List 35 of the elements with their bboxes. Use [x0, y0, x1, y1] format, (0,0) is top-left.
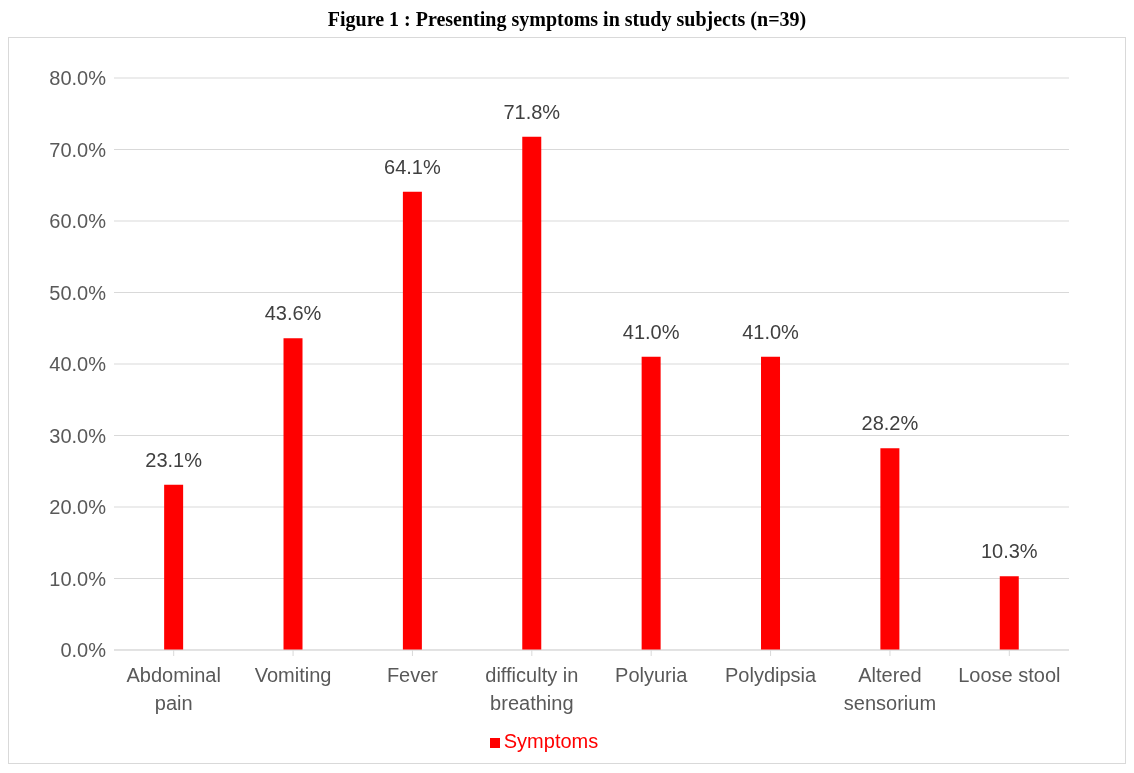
- y-tick-label: 0.0%: [60, 639, 107, 662]
- y-tick-label: 60.0%: [49, 210, 107, 233]
- x-tick-label: Polydipsia: [724, 664, 818, 686]
- x-tick-label: Loose stool: [958, 664, 1061, 686]
- x-tick-label: Abdominal pain: [126, 664, 221, 714]
- y-tick-label: 20.0%: [49, 496, 107, 519]
- bar: [880, 448, 900, 650]
- bar: [641, 356, 661, 650]
- x-tick-label: Fever: [386, 664, 439, 686]
- data-label: 71.8%: [503, 100, 561, 123]
- y-tick-label: 40.0%: [49, 353, 107, 376]
- data-label: 41.0%: [622, 320, 680, 343]
- data-label: 41.0%: [742, 320, 800, 343]
- data-label: 64.1%: [384, 155, 441, 178]
- x-tick-label: Altered sensorium: [843, 664, 937, 714]
- y-tick-label: 80.0%: [49, 67, 107, 90]
- bar: [999, 576, 1019, 650]
- x-tick-label: difficulty in breathing: [485, 664, 579, 714]
- y-tick-label: 30.0%: [49, 424, 107, 447]
- data-label: 28.2%: [861, 412, 919, 435]
- x-tick-label: Polyuria: [615, 664, 689, 686]
- bar: [283, 338, 303, 650]
- y-tick-label: 70.0%: [49, 138, 107, 161]
- x-tick-label: Vomiting: [254, 664, 332, 686]
- bar: [761, 356, 781, 650]
- data-label: 43.6%: [264, 302, 322, 325]
- y-tick-label: 50.0%: [49, 281, 107, 304]
- bar: [402, 191, 422, 650]
- bar: [522, 136, 542, 650]
- y-tick-label: 10.0%: [49, 567, 107, 590]
- legend-label: Symptoms: [503, 730, 599, 752]
- bar: [164, 484, 184, 650]
- chart-title: Figure 1 : Presenting symptoms in study subjects (n=39): [326, 8, 808, 31]
- data-label: 10.3%: [980, 540, 1038, 563]
- data-label: 23.1%: [145, 448, 203, 471]
